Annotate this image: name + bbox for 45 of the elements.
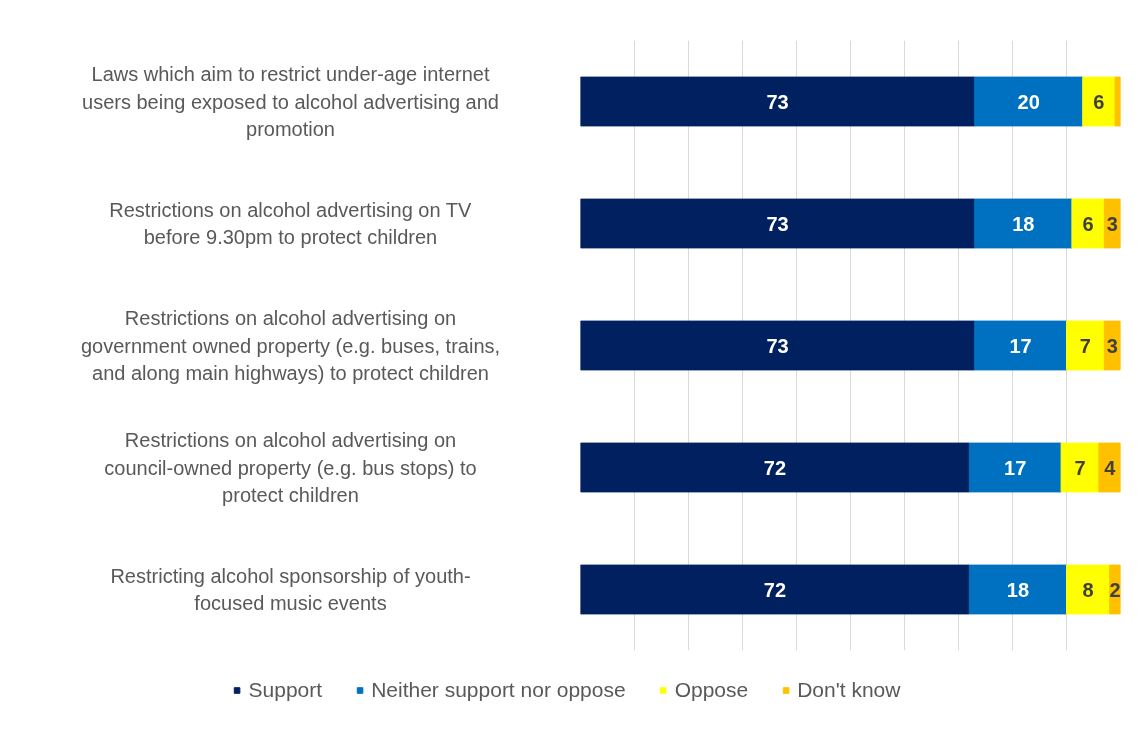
bar xyxy=(968,442,1062,493)
data-label: 8 xyxy=(1082,578,1094,601)
bar xyxy=(580,320,976,371)
data-label: 2 xyxy=(1109,578,1121,601)
bar xyxy=(1066,320,1105,371)
data-label: 17 xyxy=(1004,456,1027,479)
bar xyxy=(1098,442,1121,493)
bar xyxy=(580,198,976,249)
data-label: 72 xyxy=(763,578,787,601)
data-label: 18 xyxy=(1006,578,1030,601)
bar xyxy=(1060,442,1100,493)
data-label: 6 xyxy=(1093,90,1105,113)
bar xyxy=(580,76,976,127)
data-label: 72 xyxy=(763,456,787,479)
y-tick-label: Restrictions on alcohol advertising on council-owned property (e.g. bus stops) to protect children xyxy=(104,429,477,506)
data-label: 73 xyxy=(766,334,789,357)
data-label: 6 xyxy=(1082,212,1094,235)
legend-label: Neither support nor oppose xyxy=(371,678,626,702)
y-tick-label: Restrictions on alcohol advertising on TV before 9.30pm to protect children xyxy=(109,198,472,249)
bar xyxy=(974,320,1067,371)
bar xyxy=(1114,76,1121,127)
y-tick-label: Restrictions on alcohol advertising on government owned property (e.g. buses, trains, and along main highways) to protect children xyxy=(80,307,501,384)
data-label: 20 xyxy=(1017,90,1040,113)
legend-label: Support xyxy=(248,678,323,702)
bar xyxy=(1071,198,1105,249)
legend-label: Don't know xyxy=(797,678,901,702)
data-label: 4 xyxy=(1104,456,1117,479)
data-label: 3 xyxy=(1106,212,1118,235)
bar xyxy=(974,76,1084,127)
bar xyxy=(1066,564,1111,615)
legend-label: Oppose xyxy=(674,678,749,702)
data-label: 7 xyxy=(1074,456,1086,479)
data-label: 7 xyxy=(1079,334,1091,357)
y-tick-label: Restricting alcohol sponsorship of youth-focused music events xyxy=(110,564,471,615)
bar xyxy=(974,198,1073,249)
data-label: 18 xyxy=(1012,212,1035,235)
bar xyxy=(580,442,970,493)
bar xyxy=(580,564,970,615)
data-label: 3 xyxy=(1106,334,1118,357)
y-tick-label: Laws which aim to restrict under-age internet users being exposed to alcohol advertising and promotion xyxy=(82,63,499,140)
data-label: 17 xyxy=(1009,334,1032,357)
data-label: 73 xyxy=(766,212,789,235)
data-label: 73 xyxy=(766,90,789,113)
bar xyxy=(968,564,1067,615)
bar xyxy=(1082,76,1116,127)
